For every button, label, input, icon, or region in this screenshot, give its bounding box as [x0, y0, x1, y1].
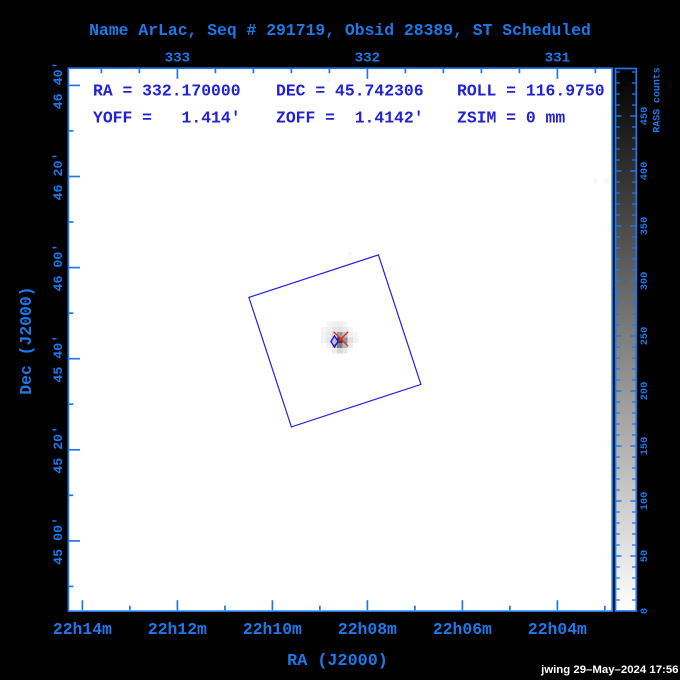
- svg-text:300: 300: [639, 272, 651, 291]
- svg-text:22h08m: 22h08m: [338, 620, 397, 639]
- svg-text:331: 331: [545, 51, 571, 67]
- svg-text:22h04m: 22h04m: [528, 620, 587, 639]
- svg-text:jwing 29–May–2024 17:56: jwing 29–May–2024 17:56: [540, 664, 678, 676]
- svg-text:ZSIM = 0 mm: ZSIM = 0 mm: [457, 108, 565, 127]
- svg-text:200: 200: [639, 382, 651, 401]
- svg-text:Name ArLac, Seq # 291719, Obsi: Name ArLac, Seq # 291719, Obsid 28389, S…: [89, 21, 591, 40]
- svg-text:450: 450: [639, 107, 651, 126]
- svg-text:100: 100: [639, 492, 651, 511]
- svg-text:45 00′: 45 00′: [51, 517, 66, 565]
- svg-text:RA (J2000): RA (J2000): [287, 652, 388, 671]
- svg-text:RA = 332.170000: RA = 332.170000: [93, 81, 241, 100]
- svg-text:150: 150: [639, 437, 651, 456]
- svg-text:333: 333: [165, 51, 191, 67]
- svg-text:ROLL = 116.9750: ROLL = 116.9750: [457, 81, 605, 100]
- svg-text:RASS counts: RASS counts: [652, 67, 663, 132]
- svg-text:350: 350: [639, 217, 651, 236]
- svg-text:50: 50: [639, 550, 651, 562]
- svg-text:46 00′: 46 00′: [51, 244, 66, 292]
- svg-text:22h06m: 22h06m: [433, 620, 492, 639]
- svg-text:22h10m: 22h10m: [243, 620, 302, 639]
- svg-text:46 20′: 46 20′: [51, 153, 66, 201]
- svg-text:400: 400: [639, 162, 651, 181]
- svg-text:332: 332: [355, 51, 381, 67]
- svg-text:46 40′: 46 40′: [51, 61, 66, 109]
- svg-text:22h12m: 22h12m: [148, 620, 207, 639]
- svg-text:YOFF = 1.414′: YOFF = 1.414′: [93, 108, 241, 127]
- svg-text:ZOFF = 1.4142′: ZOFF = 1.4142′: [276, 108, 424, 127]
- svg-text:Dec (J2000): Dec (J2000): [17, 286, 36, 394]
- svg-text:22h14m: 22h14m: [53, 620, 112, 639]
- svg-text:45 40′: 45 40′: [51, 335, 66, 383]
- svg-text:0: 0: [639, 608, 651, 614]
- svg-text:DEC = 45.742306: DEC = 45.742306: [276, 81, 424, 100]
- svg-text:45 20′: 45 20′: [51, 426, 66, 474]
- svg-text:250: 250: [639, 327, 651, 346]
